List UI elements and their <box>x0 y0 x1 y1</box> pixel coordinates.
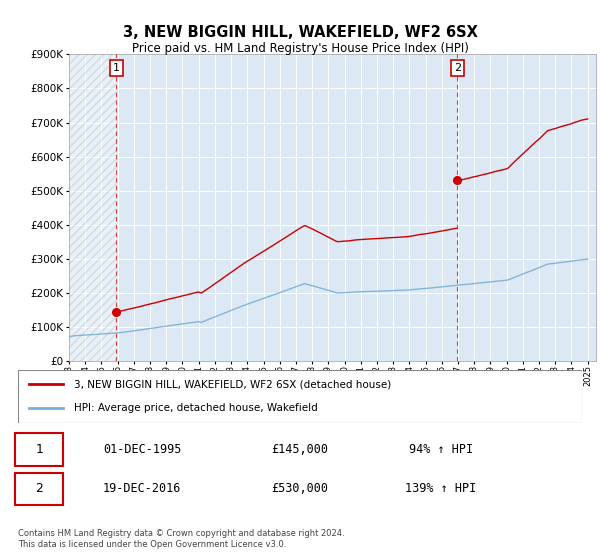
Text: HPI: Average price, detached house, Wakefield: HPI: Average price, detached house, Wake… <box>74 403 318 413</box>
Text: 2: 2 <box>35 482 43 495</box>
FancyBboxPatch shape <box>15 473 63 505</box>
Text: 1: 1 <box>113 63 120 73</box>
Text: £530,000: £530,000 <box>271 482 329 495</box>
Text: 94% ↑ HPI: 94% ↑ HPI <box>409 443 473 456</box>
Text: Contains HM Land Registry data © Crown copyright and database right 2024.
This d: Contains HM Land Registry data © Crown c… <box>18 529 344 549</box>
Text: 01-DEC-1995: 01-DEC-1995 <box>103 443 181 456</box>
Text: £145,000: £145,000 <box>271 443 329 456</box>
FancyBboxPatch shape <box>15 433 63 466</box>
Bar <box>69 54 116 361</box>
Text: 2: 2 <box>454 63 461 73</box>
Text: 19-DEC-2016: 19-DEC-2016 <box>103 482 181 495</box>
Bar <box>69 54 116 361</box>
Text: 3, NEW BIGGIN HILL, WAKEFIELD, WF2 6SX (detached house): 3, NEW BIGGIN HILL, WAKEFIELD, WF2 6SX (… <box>74 380 392 390</box>
Text: 139% ↑ HPI: 139% ↑ HPI <box>406 482 476 495</box>
Text: 1: 1 <box>35 443 43 456</box>
Text: Price paid vs. HM Land Registry's House Price Index (HPI): Price paid vs. HM Land Registry's House … <box>131 42 469 55</box>
Text: 3, NEW BIGGIN HILL, WAKEFIELD, WF2 6SX: 3, NEW BIGGIN HILL, WAKEFIELD, WF2 6SX <box>122 25 478 40</box>
